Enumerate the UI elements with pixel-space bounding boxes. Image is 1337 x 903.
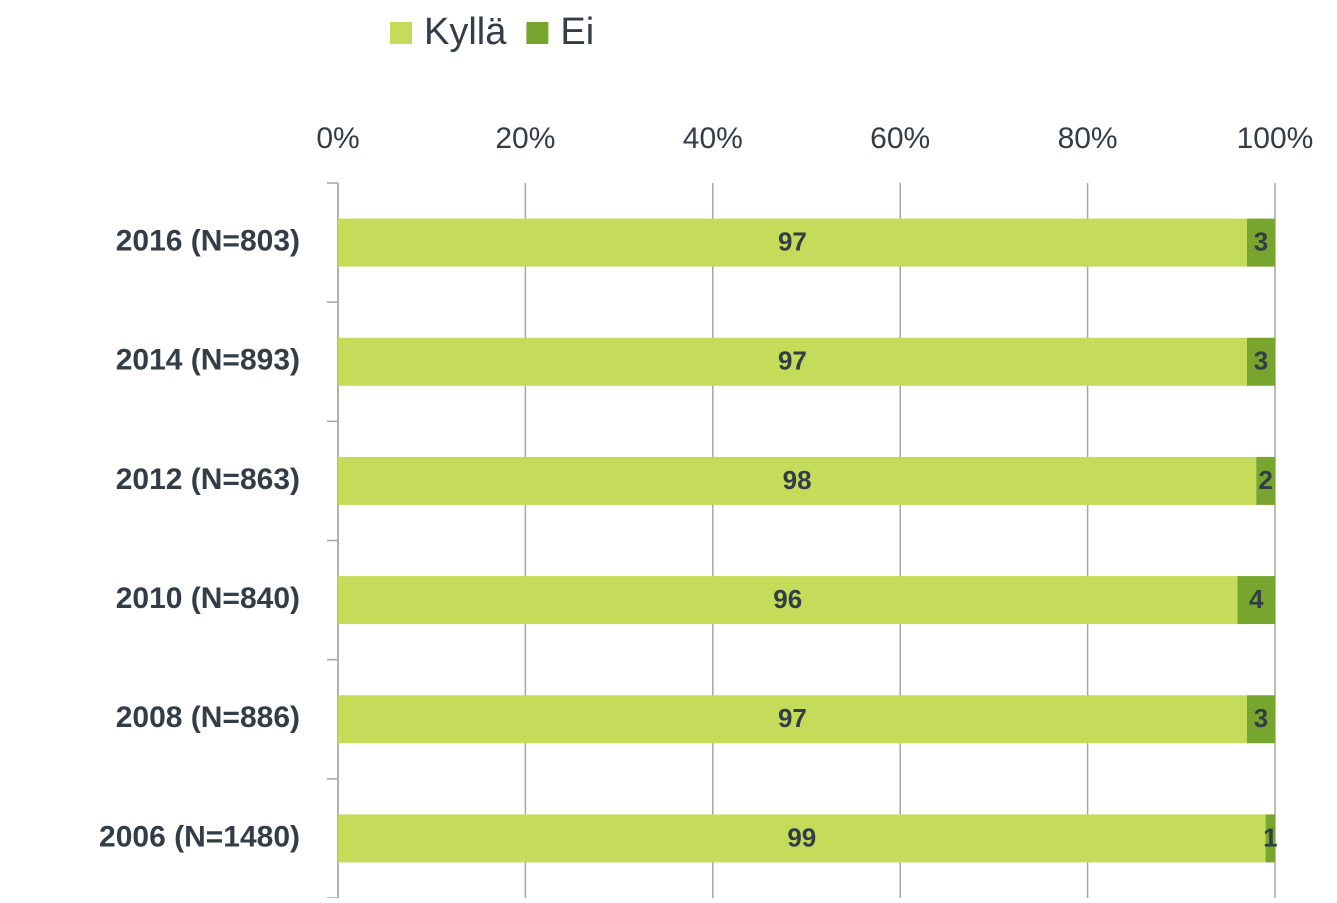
bar-segment (1246, 695, 1275, 744)
data-label: 1 (1263, 822, 1277, 852)
y-tick-label: 2010 (N=840) (116, 582, 300, 615)
data-label: 99 (787, 822, 816, 852)
data-label: 2 (1258, 465, 1272, 495)
legend-swatch (526, 22, 549, 44)
bar-segment (338, 576, 1238, 625)
data-label: 3 (1254, 226, 1268, 256)
data-label: 96 (773, 584, 802, 614)
legend-swatch (390, 22, 412, 44)
legend-label: Kyllä (424, 11, 507, 53)
data-label: 97 (778, 226, 807, 256)
data-label: 97 (778, 703, 807, 733)
x-tick-label: 20% (495, 122, 555, 155)
x-tick-label: 100% (1237, 122, 1314, 155)
bar-segment (1237, 576, 1275, 625)
data-label: 3 (1254, 346, 1268, 376)
bar-segment (338, 695, 1247, 744)
legend-label: Ei (560, 11, 594, 53)
x-tick-label: 60% (870, 122, 930, 155)
bar-segment (1265, 814, 1275, 863)
x-tick-label: 40% (683, 122, 743, 155)
data-label: 98 (783, 465, 812, 495)
bar-segment (1246, 218, 1275, 267)
bar-segment (338, 337, 1247, 386)
y-tick-label: 2008 (N=886) (116, 701, 300, 734)
bar-segment (338, 218, 1247, 267)
bar-segment (1246, 337, 1275, 386)
data-label: 4 (1249, 584, 1264, 614)
y-tick-label: 2006 (N=1480) (99, 820, 300, 853)
y-tick-label: 2016 (N=803) (116, 225, 300, 258)
data-label: 3 (1254, 703, 1268, 733)
bar-segment (338, 456, 1257, 505)
bar-segment (338, 814, 1266, 863)
bar-segment (1256, 456, 1275, 505)
data-label: 97 (778, 346, 807, 376)
x-tick-label: 80% (1058, 122, 1118, 155)
x-tick-label: 0% (316, 122, 359, 155)
y-tick-label: 2014 (N=893) (116, 344, 300, 377)
y-tick-label: 2012 (N=863) (116, 463, 300, 496)
